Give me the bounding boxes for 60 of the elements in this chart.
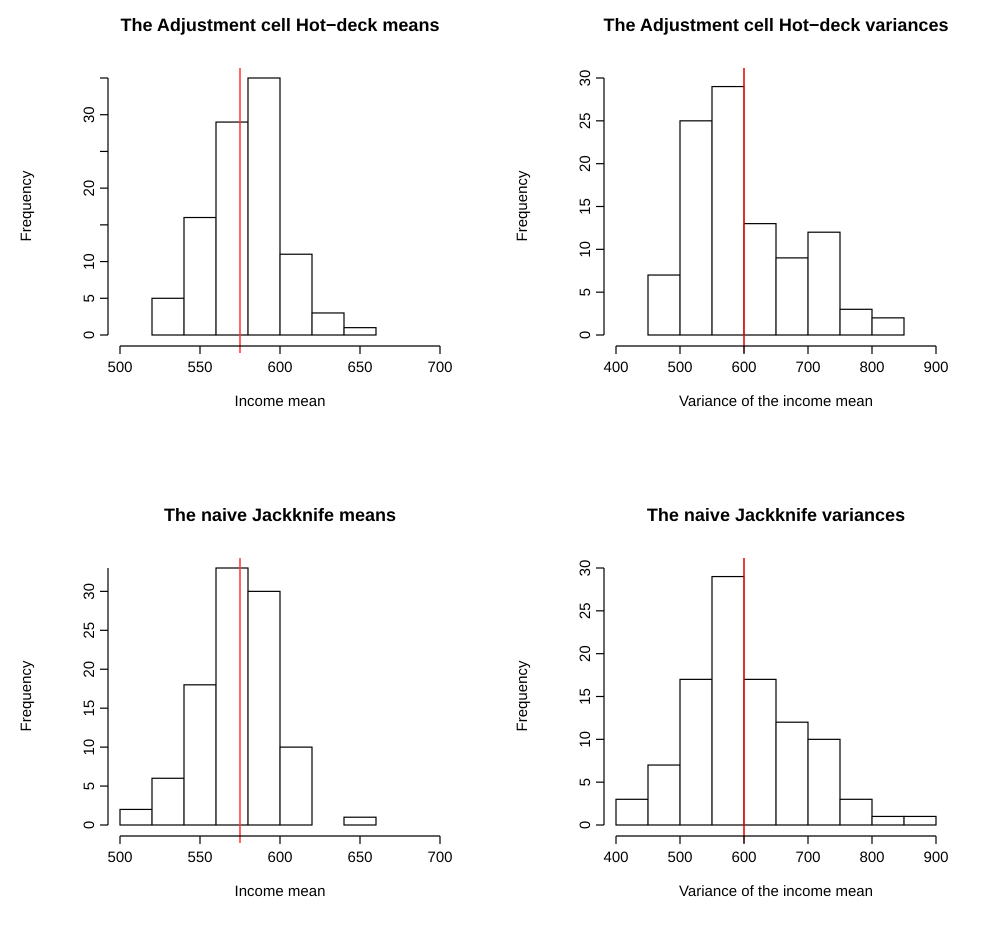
chart-title: The naive Jackknife means [164,505,396,525]
x-tick-label: 900 [923,849,949,866]
y-tick-label: 30 [577,560,594,576]
chart-title: The naive Jackknife variances [646,505,906,525]
y-tick-label: 25 [577,602,594,620]
y-tick-label: 10 [81,253,98,270]
y-tick-label: 20 [577,155,594,172]
x-tick-label: 700 [427,849,453,866]
y-tick-label: 0 [81,330,98,340]
y-axis-title: Frequency [514,170,531,242]
x-tick-label: 650 [347,359,373,376]
x-tick-label: 650 [347,849,373,866]
x-axis-title: Variance of the income mean [679,393,873,410]
x-tick-label: 550 [187,849,213,866]
x-tick-label: 550 [187,359,213,376]
y-tick-label: 5 [577,288,594,296]
x-tick-label: 400 [603,849,629,866]
x-tick-label: 900 [923,359,949,376]
x-tick-label: 500 [667,849,693,866]
y-tick-label: 0 [577,330,594,340]
y-tick-label: 20 [81,660,98,678]
y-tick-label: 15 [577,688,594,705]
x-axis-title: Income mean [234,393,326,410]
y-tick-label: 25 [81,622,98,639]
y-tick-label: 30 [81,106,98,124]
x-tick-label: 500 [107,359,133,376]
y-axis-title: Frequency [18,660,35,732]
y-tick-label: 30 [577,70,594,86]
y-tick-label: 15 [577,198,594,215]
y-tick-label: 0 [577,820,594,830]
x-tick-label: 500 [107,849,133,866]
y-axis-title: Frequency [18,170,35,242]
x-tick-label: 800 [859,849,885,866]
x-axis-title: Income mean [234,883,326,900]
y-tick-label: 10 [577,240,594,258]
x-axis-title: Variance of the income mean [679,883,873,900]
x-tick-label: 700 [795,849,821,866]
x-tick-label: 700 [795,359,821,376]
y-tick-label: 20 [577,645,594,662]
chart-title: The Adjustment cell Hot−deck means [120,15,440,35]
x-tick-label: 600 [731,849,757,866]
x-tick-label: 500 [667,359,693,376]
y-tick-label: 5 [81,294,98,302]
y-tick-label: 15 [81,700,98,717]
x-tick-label: 800 [859,359,885,376]
y-tick-label: 10 [81,738,98,756]
y-tick-label: 20 [81,180,98,196]
y-tick-label: 10 [577,730,594,748]
y-tick-label: 25 [577,112,594,130]
x-tick-label: 600 [731,359,757,376]
y-tick-label: 30 [81,583,98,600]
x-tick-label: 600 [267,359,293,376]
chart-title: The Adjustment cell Hot−deck variances [604,15,948,35]
y-tick-label: 5 [81,782,98,790]
x-tick-label: 600 [267,849,293,866]
y-tick-label: 0 [81,820,98,830]
x-tick-label: 700 [427,359,453,376]
x-tick-label: 400 [603,359,629,376]
y-tick-label: 5 [577,778,594,786]
y-axis-title: Frequency [514,660,531,732]
